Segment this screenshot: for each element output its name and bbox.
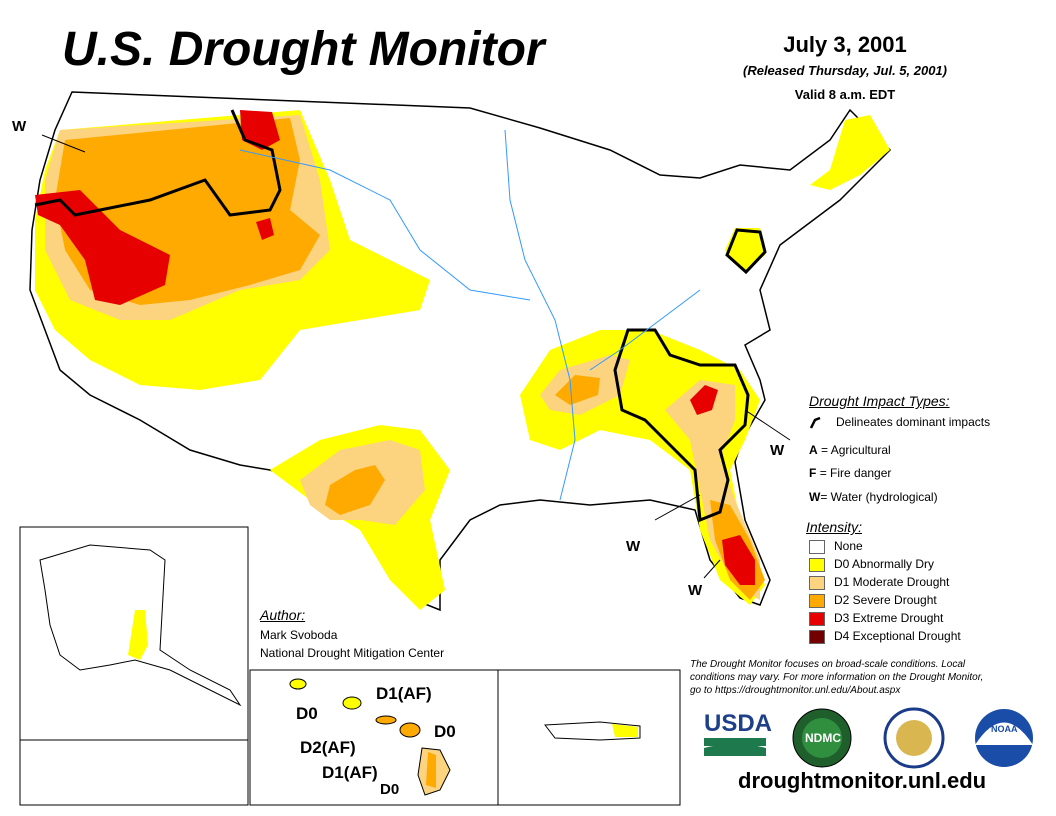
hawaii-kauai (289, 678, 307, 690)
intensity-label: D4 Exceptional Drought (834, 629, 961, 643)
d0-maine (810, 115, 890, 190)
usda-logo-text: USDA (704, 710, 773, 737)
hawaii-maui (399, 722, 421, 738)
w-label-florida: W (688, 582, 703, 599)
noaa-logo (975, 709, 1033, 767)
hawaii-inset-frame (249, 669, 499, 806)
river-mississippi (504, 129, 576, 501)
d3-wyoming (256, 218, 274, 240)
noaa-logo-text: NOAA (991, 724, 1018, 734)
map-date: July 3, 2001 (783, 32, 907, 57)
intensity-label: D3 Extreme Drought (834, 611, 944, 625)
puerto-rico-d0 (612, 724, 638, 737)
hawaii-label-d1-oahu: D1(AF) (376, 684, 432, 703)
hawaii-label-d0-big: D0 (380, 781, 400, 798)
w-label-georgia: W (626, 538, 641, 555)
intensity-swatch (809, 576, 825, 590)
usda-logo (704, 738, 766, 756)
author-name: Mark Svoboda (260, 628, 338, 642)
intensity-swatch (809, 612, 825, 626)
intensity-label: D2 Severe Drought (834, 593, 937, 607)
disclaimer-note: The Drought Monitor focuses on broad-sca… (690, 659, 984, 696)
d3-florida (722, 535, 755, 585)
impact-legend-delineates: Delineates dominant impacts (836, 415, 991, 429)
impact-code-w: W= Water (hydrological) (809, 490, 938, 504)
hawaii-molokai (375, 715, 397, 725)
d3-montana (240, 110, 280, 150)
doc-seal-logo (883, 707, 945, 769)
intensity-label: None (834, 539, 863, 553)
w-label-northwest: W (12, 118, 27, 135)
river-ohio (589, 289, 701, 371)
impact-line-glyph (809, 416, 821, 429)
river-missouri (239, 149, 531, 301)
map-title: U.S. Drought Monitor (62, 23, 545, 76)
alaska-d0 (128, 610, 148, 660)
d3-great-basin (35, 190, 170, 305)
hawaii-oahu (342, 696, 362, 710)
ndmc-logo-text: NDMC (805, 731, 841, 745)
hawaii-label-d0-maui: D0 (434, 722, 456, 741)
site-url[interactable]: droughtmonitor.unl.edu (738, 768, 987, 793)
d2-arkansas (555, 375, 600, 405)
intensity-swatch (809, 540, 825, 554)
d3-carolina (690, 385, 718, 415)
release-date: (Released Thursday, Jul. 5, 2001) (743, 63, 947, 78)
impact-line-ny (725, 228, 767, 275)
author-heading: Author: (260, 607, 306, 623)
hawaii-label-d1-big: D1(AF) (322, 763, 378, 782)
intensity-legend-title: Intensity: (806, 519, 863, 535)
impact-line-west (34, 109, 282, 217)
hawaii-label-d0-west: D0 (296, 704, 318, 723)
impact-legend-title: Drought Impact Types: (809, 393, 950, 409)
intensity-swatch (809, 594, 825, 608)
valid-time: Valid 8 a.m. EDT (794, 87, 896, 102)
impact-line-southeast (613, 328, 750, 523)
ndmc-logo (792, 708, 852, 768)
intensity-swatch (809, 558, 825, 572)
intensity-label: D0 Abnormally Dry (834, 557, 935, 571)
w-label-southeast: W (770, 442, 785, 459)
intensity-swatch (809, 630, 825, 644)
author-org: National Drought Mitigation Center (260, 646, 445, 660)
impact-code-a: A = Agricultural (809, 443, 891, 457)
hawaii-label-d2-maui: D2(AF) (300, 738, 356, 757)
intensity-label: D1 Moderate Drought (834, 575, 950, 589)
impact-code-f: F = Fire danger (809, 466, 892, 480)
d2-texas (325, 465, 385, 515)
